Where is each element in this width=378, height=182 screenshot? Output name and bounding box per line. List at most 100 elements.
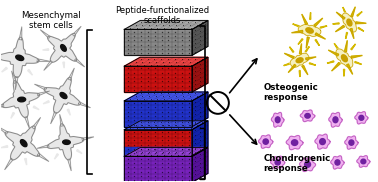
Polygon shape [351, 56, 363, 58]
Polygon shape [37, 145, 49, 148]
Ellipse shape [60, 92, 67, 99]
Polygon shape [358, 27, 364, 31]
Ellipse shape [20, 140, 27, 147]
Polygon shape [336, 12, 345, 19]
Polygon shape [271, 156, 285, 169]
Polygon shape [37, 153, 49, 161]
Polygon shape [290, 47, 294, 52]
Polygon shape [48, 33, 77, 62]
Polygon shape [293, 24, 299, 27]
Polygon shape [124, 21, 208, 29]
Polygon shape [124, 157, 192, 182]
Polygon shape [43, 101, 49, 104]
Polygon shape [1, 146, 8, 148]
Polygon shape [124, 57, 208, 66]
Polygon shape [355, 62, 361, 64]
Ellipse shape [349, 140, 354, 145]
Text: Chondrogenic
response: Chondrogenic response [264, 154, 331, 173]
Polygon shape [302, 14, 307, 25]
Ellipse shape [306, 28, 313, 33]
Polygon shape [302, 65, 308, 75]
Polygon shape [25, 159, 27, 165]
Polygon shape [327, 61, 334, 63]
Polygon shape [286, 136, 303, 150]
Polygon shape [305, 47, 309, 52]
Polygon shape [332, 62, 340, 71]
Polygon shape [315, 134, 330, 149]
Polygon shape [342, 13, 356, 32]
Text: Peptide-functionalized
scaffolds: Peptide-functionalized scaffolds [115, 6, 209, 25]
Polygon shape [329, 112, 342, 127]
Ellipse shape [347, 19, 352, 26]
Ellipse shape [305, 114, 310, 118]
Ellipse shape [291, 140, 298, 145]
Ellipse shape [333, 117, 338, 123]
Polygon shape [299, 43, 302, 54]
Polygon shape [0, 104, 4, 109]
Ellipse shape [296, 58, 303, 63]
Polygon shape [34, 84, 46, 90]
Polygon shape [54, 154, 59, 159]
Polygon shape [259, 135, 273, 148]
Polygon shape [124, 29, 192, 55]
Polygon shape [357, 11, 362, 16]
Polygon shape [124, 148, 208, 157]
Polygon shape [347, 64, 353, 74]
Polygon shape [68, 68, 74, 80]
Polygon shape [5, 158, 13, 170]
Polygon shape [355, 112, 368, 124]
Polygon shape [68, 159, 71, 171]
Polygon shape [78, 102, 90, 108]
Polygon shape [345, 136, 358, 149]
Polygon shape [299, 71, 300, 77]
Ellipse shape [320, 139, 325, 145]
Polygon shape [333, 23, 339, 24]
Polygon shape [0, 126, 8, 134]
Polygon shape [336, 49, 353, 68]
Polygon shape [74, 58, 85, 67]
Polygon shape [331, 156, 344, 169]
Polygon shape [19, 27, 22, 40]
Polygon shape [33, 106, 39, 110]
Polygon shape [25, 116, 29, 129]
Polygon shape [28, 70, 33, 75]
Polygon shape [298, 25, 321, 36]
Polygon shape [290, 53, 309, 67]
Polygon shape [334, 43, 339, 49]
Polygon shape [192, 21, 208, 55]
Polygon shape [12, 71, 17, 83]
Polygon shape [306, 37, 309, 48]
Polygon shape [291, 30, 303, 33]
Polygon shape [192, 121, 208, 155]
Polygon shape [44, 60, 53, 70]
Polygon shape [82, 137, 94, 141]
Polygon shape [300, 110, 315, 122]
Polygon shape [351, 44, 356, 50]
Polygon shape [345, 32, 347, 39]
Polygon shape [309, 63, 316, 65]
Polygon shape [37, 59, 50, 61]
Polygon shape [328, 50, 339, 56]
Polygon shape [271, 112, 284, 127]
Polygon shape [320, 26, 327, 28]
Polygon shape [67, 109, 70, 115]
Polygon shape [310, 12, 311, 19]
Polygon shape [40, 30, 50, 38]
Polygon shape [315, 33, 325, 39]
Polygon shape [63, 62, 65, 68]
Ellipse shape [16, 55, 24, 60]
Polygon shape [2, 67, 7, 72]
Ellipse shape [275, 117, 280, 123]
Polygon shape [315, 39, 319, 46]
Polygon shape [335, 25, 344, 32]
Polygon shape [51, 112, 57, 124]
Polygon shape [124, 130, 192, 147]
Polygon shape [0, 37, 39, 78]
Polygon shape [306, 57, 316, 60]
Ellipse shape [60, 45, 66, 51]
Polygon shape [350, 29, 354, 39]
Polygon shape [284, 63, 290, 66]
Polygon shape [124, 147, 192, 155]
Polygon shape [356, 22, 366, 24]
Polygon shape [5, 126, 39, 160]
